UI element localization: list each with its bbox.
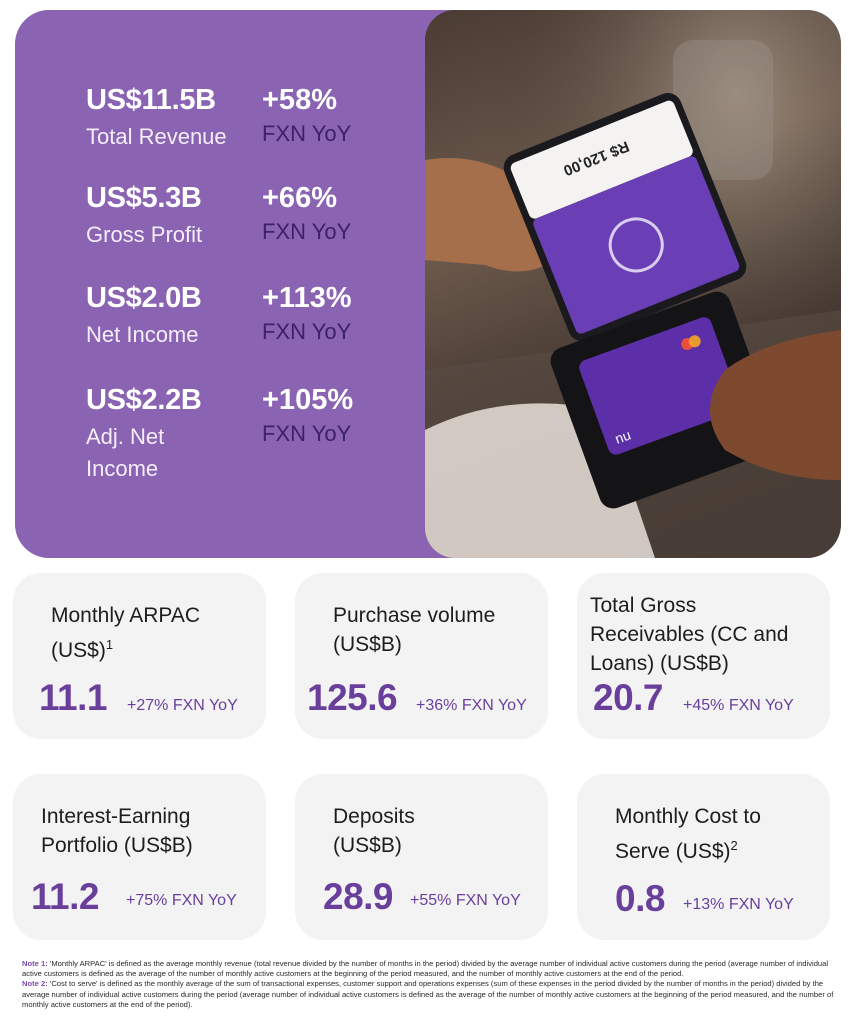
card-change: +55% FXN YoY (410, 892, 521, 909)
card-value: 20.7 (593, 677, 664, 718)
metric-change: +58% (262, 84, 337, 116)
metric-change: +66% (262, 182, 337, 214)
card-deposits: Deposits (US$B) 28.9 +55% FXN YoY (295, 774, 548, 940)
card-monthly-arpac: Monthly ARPAC (US$)1 11.1 +27% FXN YoY (13, 573, 266, 739)
card-change: +36% FXN YoY (416, 697, 527, 714)
metric-value: US$2.0B (86, 282, 202, 314)
metric-basis: FXN YoY (262, 421, 352, 446)
metric-change: +113% (262, 282, 352, 314)
card-value: 11.1 (39, 677, 107, 718)
metric-adj-net-income: US$2.2B Adj. Net Income (86, 384, 206, 485)
metric-label: Total Revenue (86, 124, 227, 149)
card-purchase-volume: Purchase volume (US$B) 125.6 +36% FXN Yo… (295, 573, 548, 739)
payment-photo-illustration: R$ 120,00 nu (425, 10, 841, 558)
metric-value: US$5.3B (86, 182, 202, 214)
card-title: Purchase volume (US$B) (333, 604, 496, 656)
metric-label: Net Income (86, 322, 199, 347)
metric-gross-profit-change: +66% FXN YoY (262, 182, 351, 245)
payment-photo: R$ 120,00 nu (425, 10, 841, 558)
card-value: 125.6 (307, 677, 398, 718)
metric-total-revenue-change: +58% FXN YoY (262, 84, 351, 147)
card-change: +27% FXN YoY (127, 697, 238, 714)
metric-label: Gross Profit (86, 222, 203, 247)
footnote-1: Note 1: 'Monthly ARPAC' is defined as th… (22, 959, 829, 979)
card-value: 0.8 (615, 878, 665, 919)
card-title: Monthly Cost to Serve (US$)2 (615, 805, 761, 863)
metric-change: +105% (262, 384, 354, 416)
card-value: 28.9 (323, 876, 394, 917)
footnote-2: Note 2: 'Cost to serve' is defined as th… (22, 979, 834, 1009)
card-change: +13% FXN YoY (683, 896, 794, 913)
metric-value: US$2.2B (86, 384, 202, 416)
card-value: 11.2 (31, 876, 99, 917)
metric-gross-profit: US$5.3B Gross Profit (86, 182, 202, 251)
card-title: Interest-Earning Portfolio (US$B) (41, 805, 193, 857)
metric-net-income: US$2.0B Net Income (86, 282, 202, 351)
footnotes: Note 1: 'Monthly ARPAC' is defined as th… (22, 959, 834, 1010)
card-change: +75% FXN YoY (126, 892, 237, 909)
metric-value: US$11.5B (86, 84, 216, 116)
card-title: Deposits (US$B) (333, 805, 415, 857)
card-change: +45% FXN YoY (683, 697, 794, 714)
metric-label: Adj. Net Income (86, 424, 165, 481)
metric-total-revenue: US$11.5B Total Revenue (86, 84, 227, 153)
card-monthly-cost-to-serve: Monthly Cost to Serve (US$)2 0.8 +13% FX… (577, 774, 830, 940)
metric-net-income-change: +113% FXN YoY (262, 282, 352, 345)
card-total-gross-receivables: Total Gross Receivables (CC and Loans) (… (577, 573, 830, 739)
metric-adj-net-income-change: +105% FXN YoY (262, 384, 353, 447)
card-brand: nu (613, 426, 633, 446)
card-title: Monthly ARPAC (US$)1 (51, 604, 200, 662)
metric-basis: FXN YoY (262, 121, 352, 146)
card-title: Total Gross Receivables (CC and Loans) (… (590, 594, 789, 675)
metric-basis: FXN YoY (262, 319, 352, 344)
card-interest-earning-portfolio: Interest-Earning Portfolio (US$B) 11.2 +… (13, 774, 266, 940)
metric-basis: FXN YoY (262, 219, 352, 244)
hero-panel: US$11.5B Total Revenue +58% FXN YoY US$5… (15, 10, 841, 558)
